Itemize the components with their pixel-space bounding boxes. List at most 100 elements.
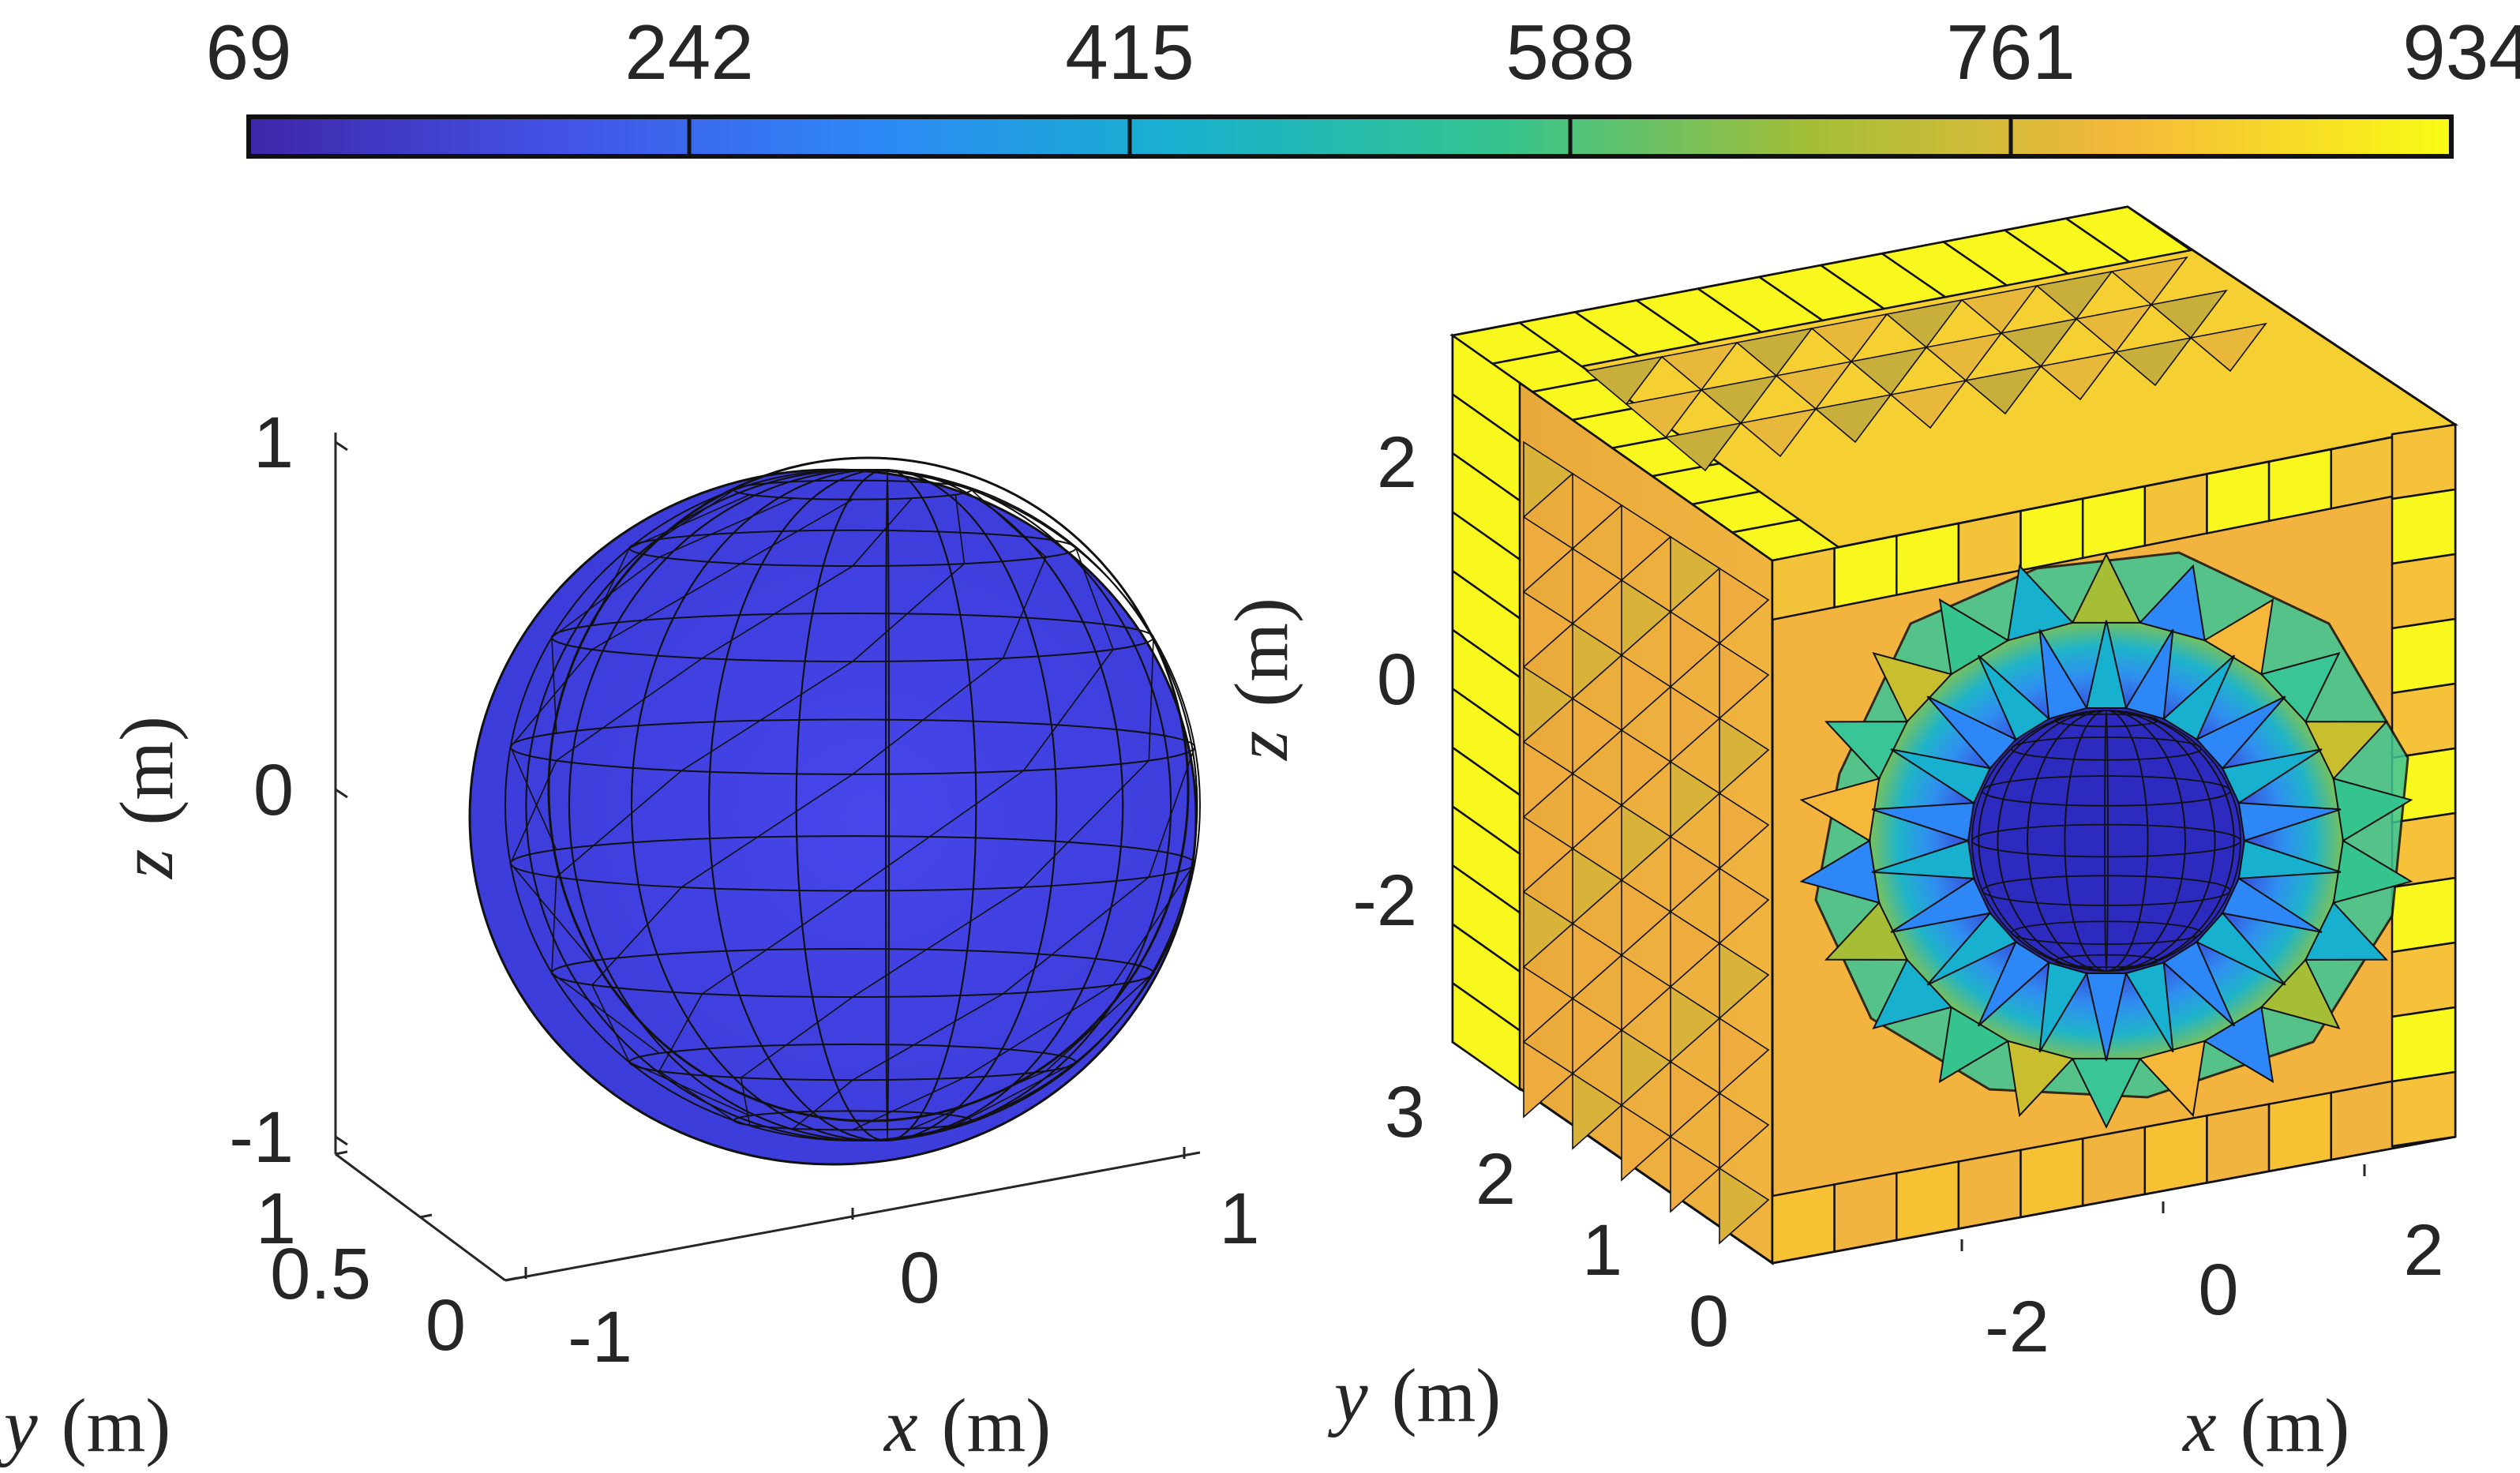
block-tri bbox=[1670, 685, 1721, 763]
sphere-edge bbox=[628, 1061, 750, 1117]
block-tri bbox=[2150, 289, 2228, 339]
sphere-edge bbox=[702, 565, 853, 659]
cavity-tri bbox=[2162, 940, 2236, 1027]
block-tri bbox=[1885, 298, 1963, 349]
sphere-edge bbox=[740, 1078, 751, 1126]
block-tri bbox=[2114, 336, 2192, 387]
block-tri bbox=[1523, 440, 1574, 519]
sphere-mesh bbox=[504, 469, 1201, 1141]
left-y-tick bbox=[335, 1150, 348, 1156]
colorbar-tick-label: 588 bbox=[1506, 9, 1635, 96]
sphere-edge bbox=[1023, 649, 1114, 771]
right-y-label: y (m) bbox=[1327, 1353, 1501, 1437]
left-tick-marks bbox=[335, 440, 1186, 1282]
block-tri bbox=[1572, 697, 1623, 775]
sphere-edge bbox=[970, 489, 1047, 558]
block-tri bbox=[1572, 472, 1623, 550]
block-tri bbox=[1925, 332, 2003, 382]
block-tri bbox=[1572, 772, 1623, 850]
block-cell bbox=[2391, 488, 2457, 565]
block-tri bbox=[1719, 642, 1770, 720]
cavity-tri bbox=[1890, 748, 1992, 804]
left-x-tick-label: -1 bbox=[568, 1297, 632, 1377]
right-x-tick-label: 2 bbox=[2403, 1210, 2443, 1291]
spherical-cavity bbox=[1799, 551, 2413, 1129]
block-cell bbox=[2019, 1137, 2084, 1219]
block-tri bbox=[1739, 407, 1817, 458]
sphere-edge bbox=[852, 770, 1025, 892]
block-surface bbox=[1449, 205, 2458, 1265]
sphere-edge bbox=[1075, 548, 1114, 650]
sphere-edge bbox=[1148, 746, 1196, 878]
sphere-edge bbox=[852, 658, 1004, 775]
block-tri bbox=[1670, 1135, 1721, 1213]
cavity-tri bbox=[2038, 628, 2088, 720]
sphere-edge bbox=[741, 498, 853, 564]
sphere-edge bbox=[852, 886, 1025, 998]
block-tri bbox=[1719, 567, 1770, 645]
block-tri bbox=[1850, 346, 1928, 396]
block-tri bbox=[1670, 760, 1721, 838]
sphere-edge bbox=[1002, 557, 1047, 659]
colorbar-tick-label: 761 bbox=[1946, 9, 2076, 96]
block-tri bbox=[1621, 1104, 1672, 1182]
right-y-tick-label: 2 bbox=[1476, 1139, 1516, 1220]
sphere-edge bbox=[551, 972, 660, 1054]
block-tri bbox=[1523, 740, 1574, 819]
sphere-edge bbox=[658, 489, 734, 540]
block-cell bbox=[2064, 205, 2194, 264]
block-tri bbox=[1735, 327, 1813, 377]
block-tri bbox=[1700, 374, 1778, 425]
sphere-edge bbox=[509, 760, 557, 864]
block-tri bbox=[1719, 1092, 1770, 1170]
block-tri bbox=[1719, 717, 1770, 795]
block-tri bbox=[1572, 1072, 1623, 1150]
sphere-edge bbox=[852, 497, 913, 567]
colorbar: 69 242 415 588 761 934 bbox=[205, 9, 2520, 159]
right-y-tick-label: 0 bbox=[1689, 1281, 1729, 1362]
sphere-edge bbox=[911, 1070, 1047, 1130]
block-tri bbox=[2075, 303, 2153, 354]
cavity-mesh bbox=[1799, 553, 2413, 1129]
cavity-tri bbox=[2162, 654, 2236, 741]
block-tri bbox=[1523, 665, 1574, 744]
block-cell bbox=[2267, 448, 2332, 523]
block-cell bbox=[2391, 876, 2457, 954]
right-z-tick-label: 0 bbox=[1377, 639, 1417, 720]
left-z-tick-label: 0 bbox=[253, 750, 294, 830]
sphere-edge bbox=[591, 984, 630, 1063]
sphere-edge bbox=[1003, 876, 1149, 995]
sphere-edge bbox=[551, 637, 557, 733]
sphere-edge bbox=[852, 993, 1003, 1081]
block-tri bbox=[1621, 729, 1672, 807]
block-tri bbox=[1719, 792, 1770, 870]
cavity-tri bbox=[1926, 912, 2018, 986]
block-tri bbox=[1670, 610, 1721, 688]
cavity-tri bbox=[2237, 839, 2342, 879]
left-z-tick-label: 1 bbox=[253, 403, 294, 483]
cavity-tri bbox=[2221, 748, 2323, 804]
block-cell bbox=[2391, 1006, 2457, 1083]
block-cell bbox=[2081, 1126, 2147, 1207]
block-cell bbox=[2267, 1091, 2332, 1173]
block-tri bbox=[1670, 1060, 1721, 1138]
right-y-tick-label: 3 bbox=[1385, 1072, 1425, 1153]
block-cell bbox=[2391, 1070, 2457, 1148]
block-tri bbox=[1572, 997, 1623, 1075]
block-tri bbox=[1889, 379, 1967, 429]
block-tri bbox=[1523, 965, 1574, 1044]
block-cell bbox=[2330, 436, 2394, 510]
right-y-tick-label: 1 bbox=[1582, 1210, 1622, 1291]
cavity-tri bbox=[1871, 839, 1975, 879]
left-z-tick bbox=[335, 788, 348, 799]
cavity-tri bbox=[2124, 628, 2174, 720]
sphere-edge bbox=[509, 746, 557, 850]
sphere-edge bbox=[658, 497, 794, 558]
sphere-edge bbox=[793, 1079, 853, 1130]
block-mesh bbox=[1449, 205, 2457, 1265]
sphere-edge bbox=[963, 984, 1114, 1078]
sphere-edge bbox=[628, 493, 750, 549]
